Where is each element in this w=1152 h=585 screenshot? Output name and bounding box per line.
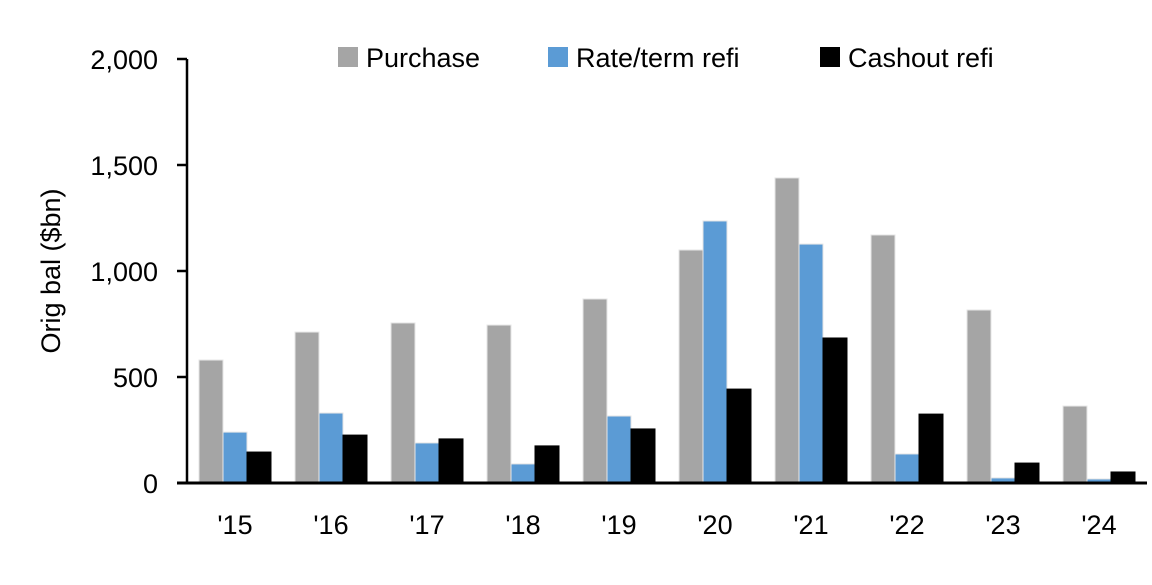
x-tick-label: '18	[505, 510, 540, 540]
bar-rate-term-refi-22	[894, 453, 920, 484]
bar-purchase-17	[390, 322, 416, 484]
bar-purchase-24	[1062, 405, 1088, 484]
bar-cashout-refi-23	[1014, 462, 1040, 484]
bar-purchase-16	[294, 331, 320, 484]
y-tick-label: 500	[113, 363, 158, 393]
bar-cashout-refi-17	[438, 438, 464, 484]
y-tick-label: 2,000	[90, 45, 158, 75]
y-axis-label: Orig bal ($bn)	[36, 188, 66, 353]
bar-cashout-refi-20	[726, 388, 752, 484]
x-tick-label: '24	[1081, 510, 1116, 540]
x-tick-label: '17	[409, 510, 444, 540]
bar-cashout-refi-22	[918, 413, 944, 484]
bar-purchase-22	[870, 234, 896, 484]
bar-rate-term-refi-18	[510, 463, 536, 484]
legend-label: Rate/term refi	[576, 43, 740, 73]
x-tick-label: '16	[313, 510, 348, 540]
bar-rate-term-refi-20	[702, 220, 728, 484]
bar-purchase-18	[486, 324, 512, 484]
bar-cashout-refi-24	[1110, 471, 1136, 484]
bar-purchase-21	[774, 177, 800, 484]
bar-purchase-20	[678, 249, 704, 484]
x-tick-label: '20	[697, 510, 732, 540]
x-tick-label: '22	[889, 510, 924, 540]
x-tick-label: '21	[793, 510, 828, 540]
bar-rate-term-refi-16	[318, 412, 344, 484]
bar-cashout-refi-19	[630, 428, 656, 484]
y-tick-label: 0	[143, 469, 158, 499]
x-tick-label: '19	[601, 510, 636, 540]
y-tick-label: 1,500	[90, 151, 158, 181]
bar-cashout-refi-15	[246, 451, 272, 484]
bars	[198, 177, 1136, 484]
legend-label: Purchase	[366, 43, 480, 73]
y-tick-label: 1,000	[90, 257, 158, 287]
bar-rate-term-refi-21	[798, 243, 824, 484]
bar-purchase-23	[966, 309, 992, 484]
axes: '15 '16 '17 '18 '19 '20 '21 '22 '23 '24 0 500 1,000 1…	[90, 45, 1147, 540]
bar-rate-term-refi-17	[414, 442, 440, 484]
legend-swatch	[820, 47, 840, 67]
legend-swatch	[338, 47, 358, 67]
bar-cashout-refi-21	[822, 337, 848, 484]
legend: Purchase Rate/term refi Cashout refi	[338, 43, 994, 73]
legend-label: Cashout refi	[848, 43, 994, 73]
bar-rate-term-refi-19	[606, 415, 632, 484]
bar-cashout-refi-16	[342, 434, 368, 484]
bar-purchase-15	[198, 359, 224, 484]
bar-rate-term-refi-15	[222, 431, 248, 484]
x-tick-label: '15	[217, 510, 252, 540]
bar-purchase-19	[582, 298, 608, 484]
legend-swatch	[548, 47, 568, 67]
x-tick-label: '23	[985, 510, 1020, 540]
bar-cashout-refi-18	[534, 445, 560, 484]
